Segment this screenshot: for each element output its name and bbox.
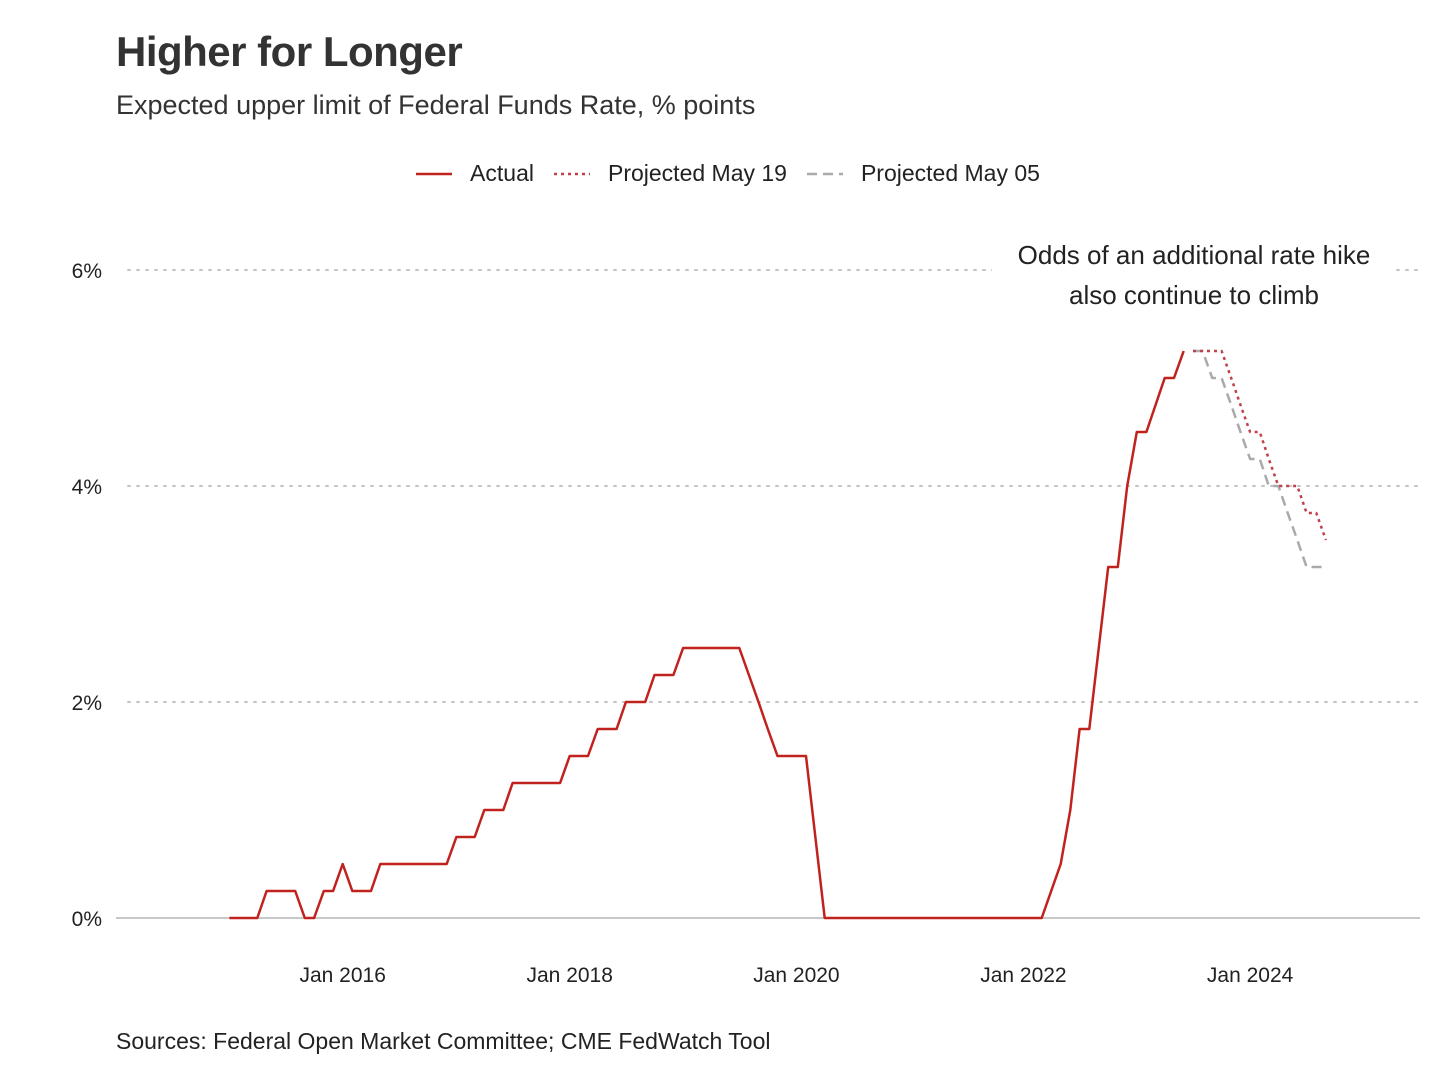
y-axis: 0% 2% 4% 6%	[72, 260, 102, 931]
chart-title: Higher for Longer	[116, 28, 463, 75]
series-line-actual	[229, 350, 1185, 920]
legend-label-projected-may-19: Projected May 19	[607, 160, 787, 186]
x-axis: Jan 2016 Jan 2018 Jan 2020 Jan 2022 Jan 2024	[299, 964, 1293, 987]
legend-item-projected-may-05: Projected May 05	[806, 160, 1040, 187]
legend-label-actual: Actual	[470, 160, 534, 186]
series-lines	[229, 349, 1328, 920]
x-tick-label: Jan 2018	[527, 964, 613, 987]
x-tick-label: Jan 2022	[980, 964, 1066, 987]
series-line-projected-may-19	[1193, 349, 1328, 541]
y-tick-label: 0%	[72, 908, 102, 931]
chart-subtitle: Expected upper limit of Federal Funds Ra…	[116, 90, 756, 120]
y-tick-label: 6%	[72, 260, 102, 283]
source-note: Sources: Federal Open Market Committee; …	[116, 1028, 771, 1054]
annotation: Odds of an additional rate hike also cont…	[992, 232, 1396, 316]
legend-swatch-actual	[416, 172, 453, 175]
legend-item-projected-may-19: Projected May 19	[553, 160, 787, 187]
y-tick-label: 4%	[72, 476, 102, 499]
legend-item-actual: Actual	[416, 160, 534, 187]
grid-lines	[116, 269, 1421, 919]
annotation-backdrop	[992, 232, 1396, 316]
annotation-line: Odds of an additional rate hike	[1018, 240, 1371, 270]
x-tick-label: Jan 2016	[299, 964, 385, 987]
chart-legend: Actual Projected May 19 Projected May 05	[0, 160, 1456, 187]
legend-swatch-projected-may-19	[553, 172, 590, 175]
x-tick-label: Jan 2020	[753, 964, 839, 987]
legend-swatch-projected-may-05	[806, 172, 843, 175]
annotation-line: also continue to climb	[1069, 280, 1319, 310]
x-tick-label: Jan 2024	[1207, 964, 1294, 987]
legend-label-projected-may-05: Projected May 05	[860, 160, 1040, 186]
series-line-projected-may-05	[1193, 349, 1326, 569]
y-tick-label: 2%	[72, 692, 102, 715]
